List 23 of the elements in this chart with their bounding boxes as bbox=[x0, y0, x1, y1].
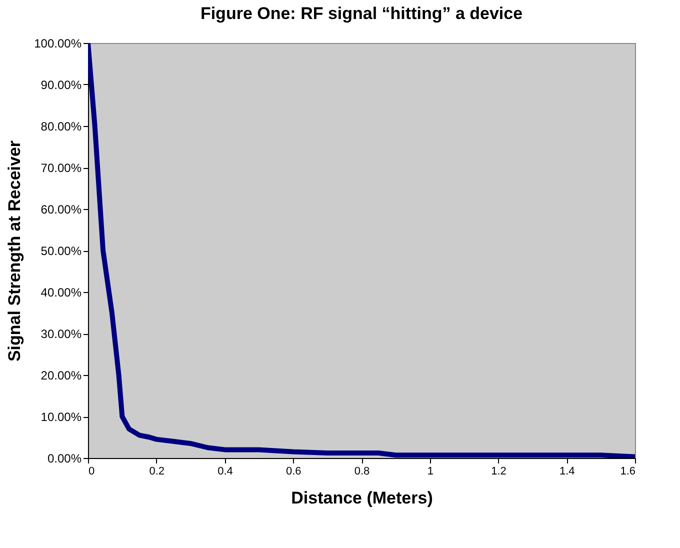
y-tick-label: 0.00% bbox=[47, 452, 82, 466]
x-tick-label: 0.2 bbox=[149, 466, 165, 478]
x-tick-label: 0.4 bbox=[218, 466, 233, 478]
y-axis-title: Signal Strength at Receiver bbox=[5, 140, 24, 362]
x-tick-label: 0.8 bbox=[354, 466, 370, 478]
y-tick-label: 40.00% bbox=[40, 286, 82, 300]
x-tick-label: 1 bbox=[427, 466, 434, 478]
y-tick-label: 100.00% bbox=[34, 36, 82, 50]
y-tick-label: 80.00% bbox=[40, 120, 82, 134]
y-tick-label: 10.00% bbox=[40, 410, 82, 424]
y-tick-label: 50.00% bbox=[40, 244, 82, 258]
y-tick-label: 90.00% bbox=[40, 78, 82, 92]
x-tick-label: 0 bbox=[88, 466, 95, 478]
x-axis-title: Distance (Meters) bbox=[291, 488, 433, 508]
y-tick-label: 70.00% bbox=[40, 161, 82, 175]
y-tick-label: 30.00% bbox=[40, 327, 82, 341]
x-tick-label: 1.2 bbox=[491, 466, 506, 478]
y-tick-label: 60.00% bbox=[40, 202, 82, 216]
chart-title: Figure One: RF signal “hitting” a device bbox=[200, 4, 523, 23]
x-tick-label: 0.6 bbox=[286, 466, 302, 478]
y-tick-label: 20.00% bbox=[40, 368, 82, 382]
x-tick-label: 1.4 bbox=[559, 466, 575, 478]
x-tick-label: 1.6 bbox=[620, 466, 636, 478]
